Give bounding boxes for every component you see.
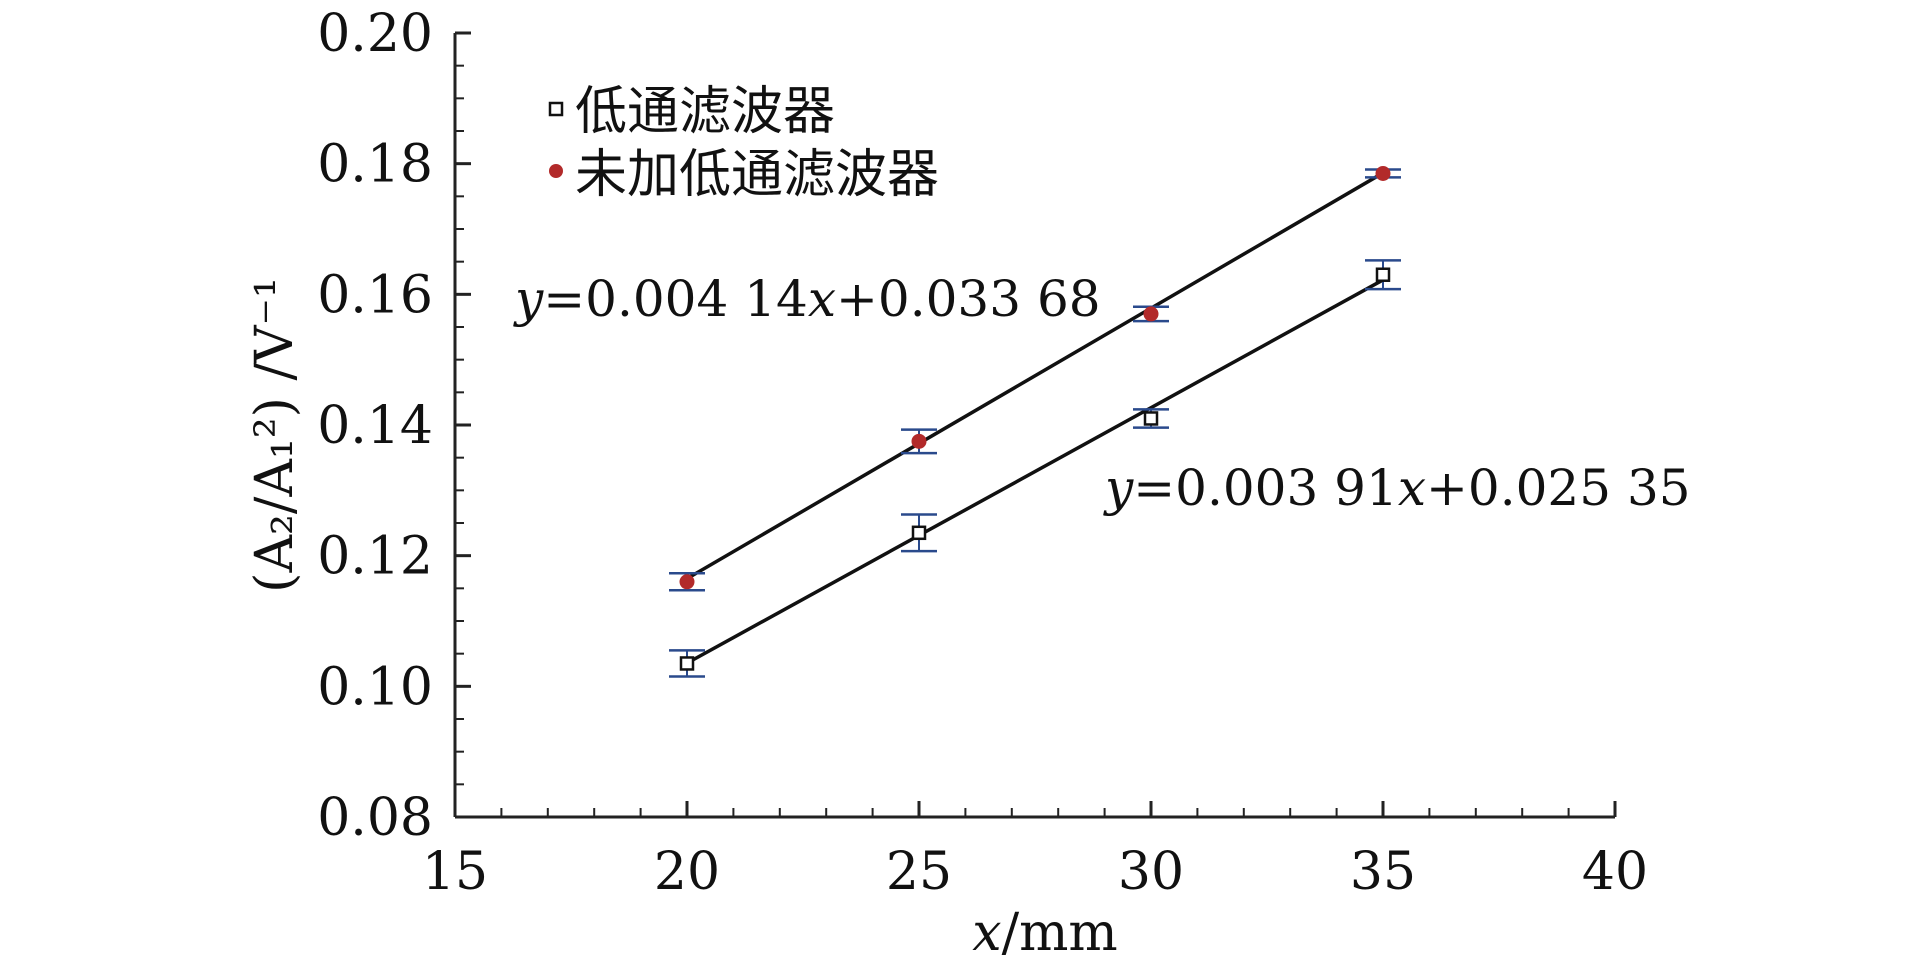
legend-label-lowpass: 低通滤波器 xyxy=(575,82,835,142)
x-tick-label: 35 xyxy=(1350,842,1416,902)
data-point-circle xyxy=(679,574,695,590)
data-point-square xyxy=(1375,267,1391,282)
legend-marker-filled-circle xyxy=(549,164,563,178)
y-tick-label: 0.16 xyxy=(317,265,433,325)
x-tick-label: 30 xyxy=(1118,842,1184,902)
fit-lines xyxy=(686,171,1384,665)
legend-label-no-lowpass: 未加低通滤波器 xyxy=(575,145,939,205)
fit-line xyxy=(686,171,1384,581)
x-tick-label: 15 xyxy=(422,842,488,902)
data-point-circle xyxy=(1375,165,1391,181)
y-tick-label: 0.12 xyxy=(317,527,433,587)
x-axis-title: x/mm xyxy=(972,903,1117,963)
data-point-square xyxy=(1143,411,1159,426)
data-point-circle xyxy=(911,433,927,449)
fit-equation-no-lowpass: y=0.004 14x+0.033 68 xyxy=(513,270,1101,328)
legend-marker-open-square xyxy=(548,101,564,117)
y-axis-title: (A₂/A₁²) /V⁻¹ xyxy=(245,277,305,593)
y-tick-label: 0.10 xyxy=(317,657,433,717)
x-tick-label: 25 xyxy=(886,842,952,902)
y-tick-label: 0.18 xyxy=(317,135,433,195)
fit-equation-lowpass: y=0.003 91x+0.025 35 xyxy=(1103,459,1691,517)
x-tick-label: 40 xyxy=(1582,842,1648,902)
legend: 低通滤波器 未加低通滤波器 xyxy=(548,82,939,205)
data-points xyxy=(679,165,1391,671)
data-point-circle xyxy=(1143,306,1159,322)
data-point-square xyxy=(679,656,695,671)
y-tick-label: 0.08 xyxy=(317,788,433,848)
x-tick-label: 20 xyxy=(654,842,720,902)
error-bars xyxy=(669,168,1401,678)
data-point-square xyxy=(911,525,927,541)
fit-line xyxy=(686,278,1384,665)
ticks: 15 20 25 30 35 40 0.08 0.10 0.12 0.14 0.16 0.18 0.20 xyxy=(317,4,1648,902)
y-tick-label: 0.14 xyxy=(317,396,433,456)
y-tick-label: 0.20 xyxy=(317,4,433,64)
